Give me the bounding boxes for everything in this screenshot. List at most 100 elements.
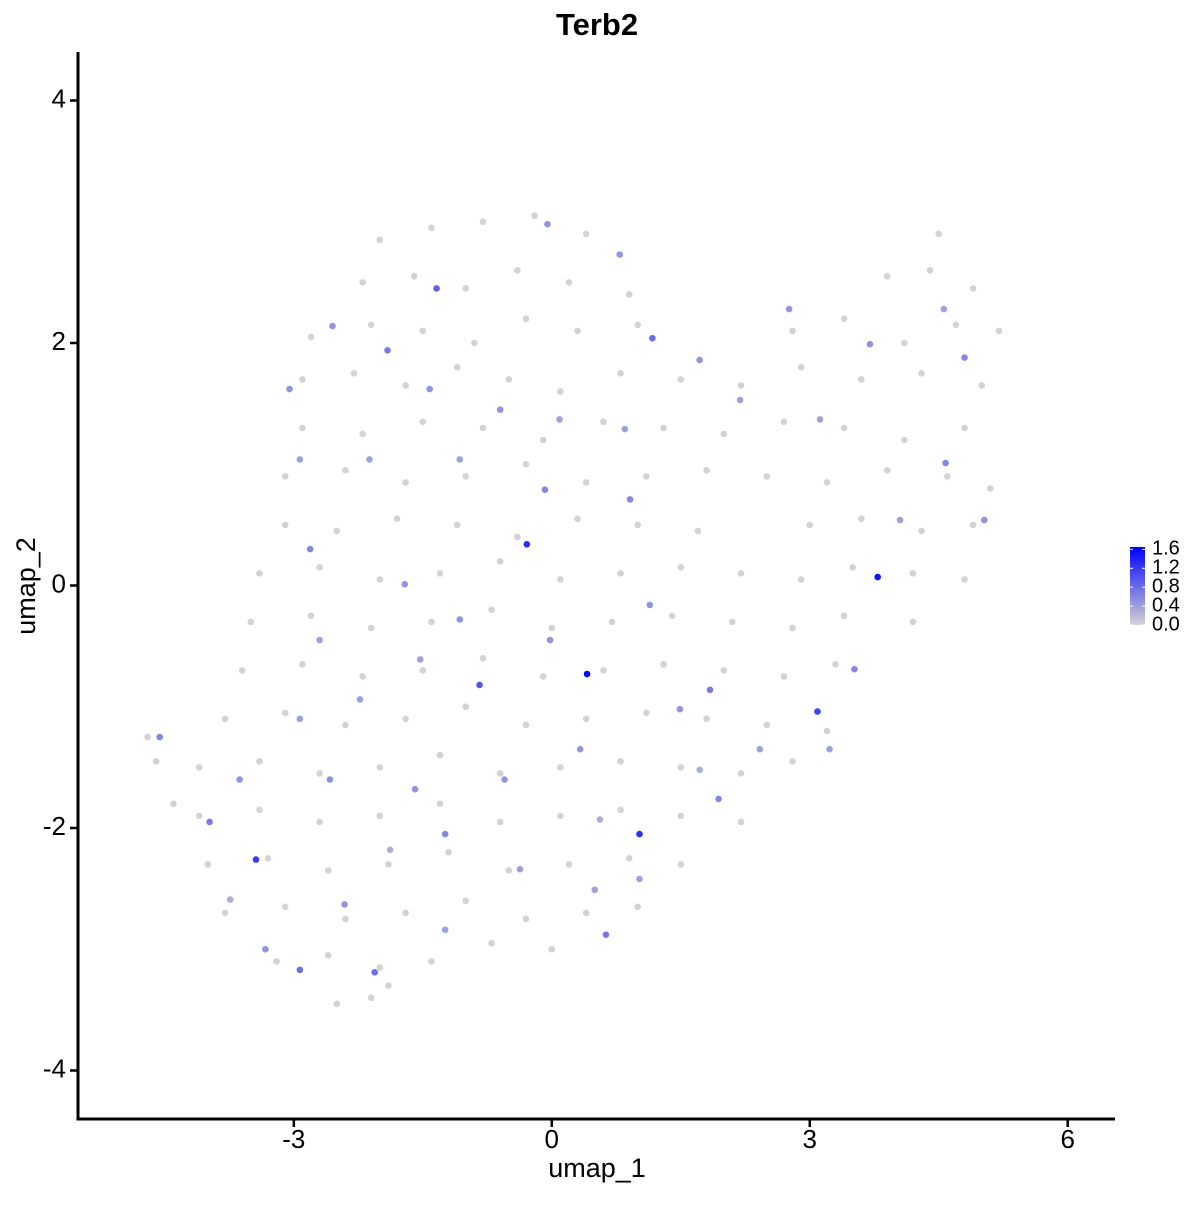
cell-point: [299, 424, 306, 432]
cell-point: [236, 776, 243, 783]
cell-point: [195, 764, 203, 771]
cell-point: [961, 576, 968, 583]
cell-point: [901, 436, 908, 444]
cell-point: [252, 856, 260, 863]
cell-point: [574, 515, 581, 523]
cell-point: [428, 958, 435, 965]
cell-point: [496, 770, 504, 777]
cell-point: [326, 776, 334, 783]
cell-point: [453, 521, 461, 529]
cell-point: [565, 279, 573, 286]
cell-point: [736, 396, 744, 404]
cell-point: [376, 812, 384, 820]
cell-point: [548, 624, 556, 632]
cell-point: [206, 818, 213, 826]
cell-point: [602, 931, 610, 938]
cell-point: [823, 727, 831, 735]
cell-point: [978, 382, 986, 389]
cell-point: [281, 709, 289, 717]
cell-point: [677, 861, 685, 868]
cell-point: [371, 968, 378, 976]
cell-point: [226, 896, 234, 903]
cell-point: [306, 545, 314, 553]
cell-point: [909, 570, 917, 577]
cell-point: [296, 456, 304, 463]
cell-point: [737, 570, 745, 577]
cell-point: [840, 612, 848, 620]
cell-point: [600, 667, 607, 674]
cell-point: [316, 818, 323, 826]
cell-point: [144, 733, 151, 741]
cell-point: [582, 230, 590, 238]
x-tick-label: 3: [803, 1124, 817, 1154]
cell-point: [359, 279, 366, 286]
cell-point: [436, 570, 444, 577]
cell-point: [814, 708, 821, 715]
cell-point: [419, 418, 427, 426]
cell-point: [565, 861, 573, 868]
cell-point: [402, 909, 409, 917]
cell-point: [940, 305, 948, 313]
cell-point: [307, 612, 315, 620]
cell-point: [479, 424, 487, 432]
cell-point: [264, 855, 272, 862]
cell-point: [646, 601, 654, 609]
cell-point: [488, 939, 495, 947]
cell-point: [634, 321, 642, 329]
cell-point: [696, 766, 703, 774]
cell-point: [436, 800, 444, 808]
cell-point: [715, 795, 722, 803]
cell-point: [367, 321, 375, 329]
cell-point: [596, 816, 604, 823]
cell-point: [763, 473, 771, 480]
cell-point: [763, 721, 771, 729]
cell-point: [299, 661, 306, 668]
cell-point: [823, 479, 831, 486]
cell-point: [402, 715, 409, 723]
cell-point: [393, 515, 401, 523]
cell-point: [582, 479, 590, 486]
colorbar-tick-label: 0.8: [1152, 575, 1180, 597]
x-axis-title: umap_1: [548, 1153, 646, 1183]
cell-point: [273, 958, 280, 965]
cell-point: [780, 673, 788, 680]
cell-point: [256, 758, 263, 765]
cell-point: [858, 376, 865, 383]
cell-point: [333, 1000, 341, 1008]
cell-point: [376, 964, 384, 971]
cell-point: [969, 521, 977, 529]
cell-point: [677, 376, 685, 383]
cell-point: [445, 848, 452, 856]
cell-point: [281, 521, 289, 529]
cell-point: [402, 382, 409, 389]
cell-point: [816, 416, 824, 423]
cell-point: [926, 266, 934, 274]
cell-point: [720, 430, 728, 438]
cell-point: [501, 776, 508, 783]
cell-point: [780, 418, 788, 426]
cell-point: [858, 515, 865, 523]
cell-point: [156, 733, 163, 741]
cell-point: [462, 897, 470, 905]
cell-point: [462, 473, 470, 480]
cell-point: [995, 327, 1003, 335]
cell-point: [546, 636, 554, 644]
cell-point: [367, 994, 375, 1002]
cell-point: [574, 327, 581, 335]
cell-point: [426, 385, 433, 393]
cell-point: [359, 430, 366, 438]
cell-point: [541, 486, 549, 494]
cell-point: [668, 612, 676, 620]
cell-point: [471, 339, 478, 347]
cell-point: [479, 218, 487, 226]
cell-point: [341, 901, 348, 908]
cell-point: [281, 903, 289, 911]
cell-point: [694, 527, 702, 535]
cell-point: [342, 467, 349, 474]
cell-point: [961, 424, 968, 432]
cell-point: [522, 460, 530, 468]
cell-point: [557, 812, 564, 820]
cell-point: [625, 855, 633, 862]
cell-point: [676, 705, 684, 713]
cell-point: [522, 915, 530, 923]
